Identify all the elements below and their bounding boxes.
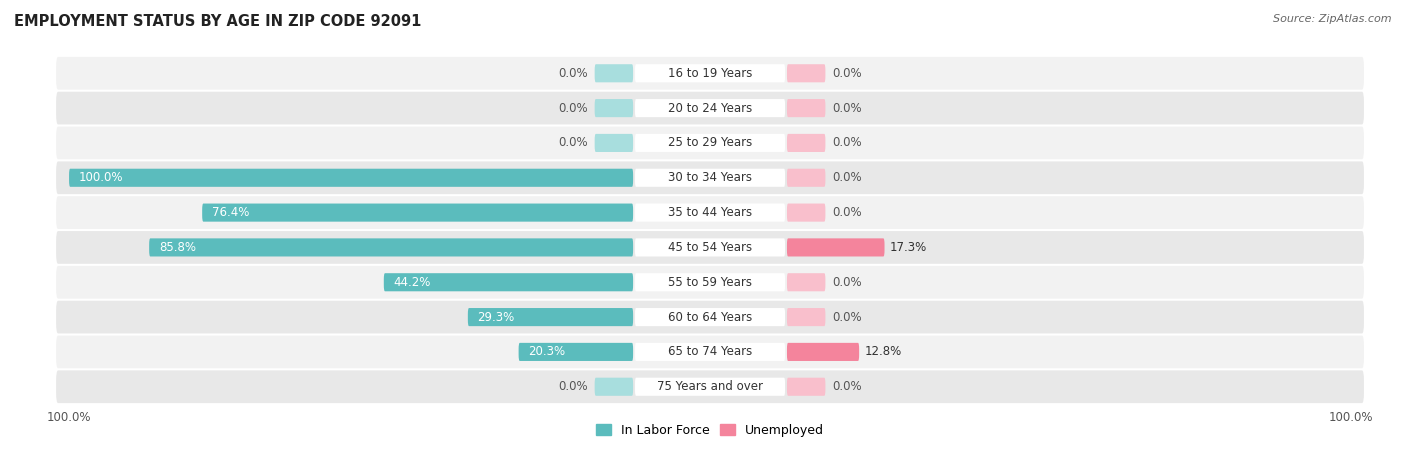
Text: 0.0%: 0.0% [832, 67, 862, 80]
FancyBboxPatch shape [69, 169, 633, 187]
FancyBboxPatch shape [787, 239, 884, 257]
FancyBboxPatch shape [595, 64, 633, 83]
FancyBboxPatch shape [519, 343, 633, 361]
Text: 0.0%: 0.0% [558, 380, 588, 393]
FancyBboxPatch shape [149, 239, 633, 257]
Text: 60 to 64 Years: 60 to 64 Years [668, 311, 752, 323]
FancyBboxPatch shape [787, 308, 825, 326]
FancyBboxPatch shape [202, 203, 633, 221]
Text: 0.0%: 0.0% [832, 206, 862, 219]
FancyBboxPatch shape [384, 273, 633, 291]
FancyBboxPatch shape [636, 239, 785, 257]
Text: 25 to 29 Years: 25 to 29 Years [668, 137, 752, 149]
FancyBboxPatch shape [787, 134, 825, 152]
FancyBboxPatch shape [636, 308, 785, 326]
Text: 29.3%: 29.3% [478, 311, 515, 323]
Text: 17.3%: 17.3% [890, 241, 927, 254]
Text: 30 to 34 Years: 30 to 34 Years [668, 171, 752, 184]
Text: 44.2%: 44.2% [394, 276, 430, 289]
FancyBboxPatch shape [595, 99, 633, 117]
Text: 100.0%: 100.0% [79, 171, 124, 184]
FancyBboxPatch shape [595, 377, 633, 396]
Text: 0.0%: 0.0% [558, 67, 588, 80]
Text: 0.0%: 0.0% [832, 171, 862, 184]
FancyBboxPatch shape [787, 273, 825, 291]
FancyBboxPatch shape [636, 134, 785, 152]
FancyBboxPatch shape [787, 99, 825, 117]
Text: 16 to 19 Years: 16 to 19 Years [668, 67, 752, 80]
Text: 12.8%: 12.8% [865, 345, 901, 359]
FancyBboxPatch shape [787, 343, 859, 361]
FancyBboxPatch shape [56, 57, 1364, 90]
Text: 45 to 54 Years: 45 to 54 Years [668, 241, 752, 254]
Text: 0.0%: 0.0% [832, 137, 862, 149]
Text: 20.3%: 20.3% [529, 345, 565, 359]
Text: 85.8%: 85.8% [159, 241, 195, 254]
Text: 65 to 74 Years: 65 to 74 Years [668, 345, 752, 359]
Text: 20 to 24 Years: 20 to 24 Years [668, 101, 752, 115]
FancyBboxPatch shape [56, 301, 1364, 333]
FancyBboxPatch shape [56, 161, 1364, 194]
Text: Source: ZipAtlas.com: Source: ZipAtlas.com [1274, 14, 1392, 23]
FancyBboxPatch shape [636, 99, 785, 117]
FancyBboxPatch shape [787, 169, 825, 187]
Text: 0.0%: 0.0% [832, 311, 862, 323]
Text: EMPLOYMENT STATUS BY AGE IN ZIP CODE 92091: EMPLOYMENT STATUS BY AGE IN ZIP CODE 920… [14, 14, 422, 28]
Text: 0.0%: 0.0% [558, 101, 588, 115]
Text: 0.0%: 0.0% [832, 380, 862, 393]
FancyBboxPatch shape [787, 377, 825, 396]
Text: 0.0%: 0.0% [832, 101, 862, 115]
FancyBboxPatch shape [56, 370, 1364, 403]
Text: 0.0%: 0.0% [832, 276, 862, 289]
FancyBboxPatch shape [56, 266, 1364, 299]
FancyBboxPatch shape [56, 92, 1364, 124]
FancyBboxPatch shape [636, 64, 785, 83]
FancyBboxPatch shape [636, 377, 785, 396]
FancyBboxPatch shape [787, 64, 825, 83]
FancyBboxPatch shape [56, 196, 1364, 229]
FancyBboxPatch shape [636, 203, 785, 221]
FancyBboxPatch shape [468, 308, 633, 326]
FancyBboxPatch shape [636, 273, 785, 291]
FancyBboxPatch shape [56, 336, 1364, 368]
Text: 35 to 44 Years: 35 to 44 Years [668, 206, 752, 219]
Text: 75 Years and over: 75 Years and over [657, 380, 763, 393]
Text: 76.4%: 76.4% [212, 206, 249, 219]
FancyBboxPatch shape [636, 169, 785, 187]
FancyBboxPatch shape [595, 134, 633, 152]
Legend: In Labor Force, Unemployed: In Labor Force, Unemployed [591, 419, 830, 442]
FancyBboxPatch shape [56, 231, 1364, 264]
Text: 0.0%: 0.0% [558, 137, 588, 149]
Text: 55 to 59 Years: 55 to 59 Years [668, 276, 752, 289]
FancyBboxPatch shape [56, 127, 1364, 159]
FancyBboxPatch shape [787, 203, 825, 221]
FancyBboxPatch shape [636, 343, 785, 361]
